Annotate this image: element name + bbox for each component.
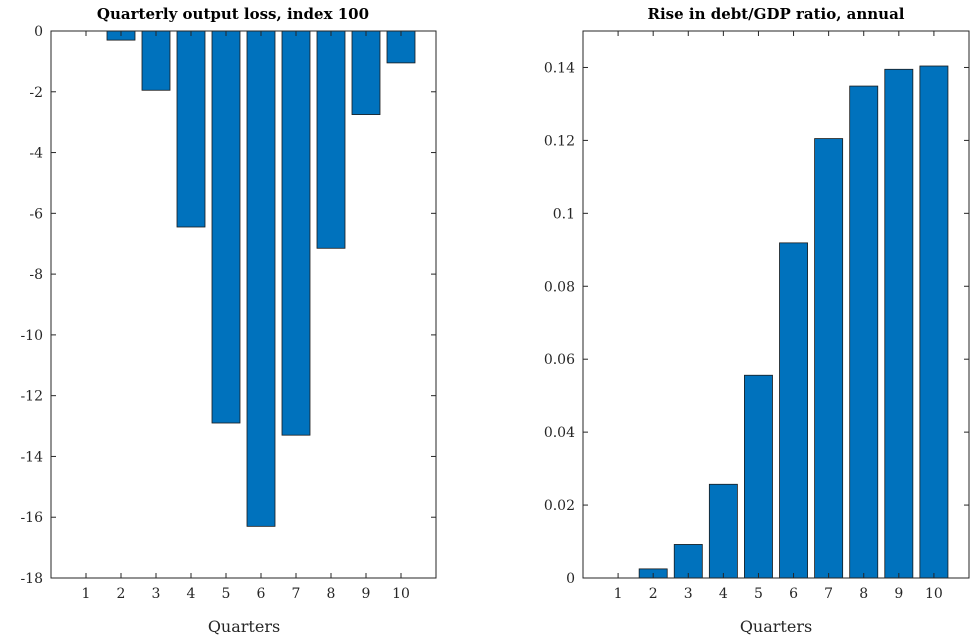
x-axis-label: Quarters xyxy=(208,617,280,636)
x-tick-label: 10 xyxy=(392,586,410,602)
bar-8 xyxy=(849,85,879,579)
bar-7 xyxy=(814,138,844,579)
x-tick-label: 10 xyxy=(925,586,943,602)
y-tick-label: -10 xyxy=(20,328,43,344)
y-tick-label: -2 xyxy=(29,85,43,101)
output-loss-chart: Quarterly output loss, index 100 Quarter… xyxy=(20,5,437,636)
y-tick-label: 0 xyxy=(566,571,575,587)
x-tick-label: 9 xyxy=(362,586,371,602)
bar-6 xyxy=(246,30,276,527)
bar-9 xyxy=(351,30,381,115)
y-tick-label: 0.12 xyxy=(544,133,575,149)
bar-5 xyxy=(744,374,773,579)
x-axis-label: Quarters xyxy=(740,617,812,636)
axes-box xyxy=(50,30,437,579)
bar-10 xyxy=(919,65,949,579)
y-tick-label: -18 xyxy=(20,571,43,587)
y-tick-label: -14 xyxy=(20,449,43,465)
x-tick-label: 8 xyxy=(859,586,868,602)
y-tick-label: 0.04 xyxy=(544,425,575,441)
bar-8 xyxy=(316,30,346,249)
y-tick-label: -8 xyxy=(29,267,43,283)
x-tick-label: 6 xyxy=(257,586,266,602)
y-tick-label: -16 xyxy=(20,510,43,526)
bar-9 xyxy=(884,68,914,579)
x-tick-label: 3 xyxy=(152,586,161,602)
y-tick-label: 0 xyxy=(34,24,43,40)
bar-3 xyxy=(141,30,171,91)
bar-4 xyxy=(176,30,206,228)
y-tick-label: 0.14 xyxy=(544,60,575,76)
chart-title: Quarterly output loss, index 100 xyxy=(97,5,369,23)
x-tick-label: 1 xyxy=(614,586,623,602)
x-tick-label: 7 xyxy=(824,586,833,602)
y-tick-label: 0.06 xyxy=(544,352,575,368)
x-tick-label: 4 xyxy=(719,586,728,602)
chart-title: Rise in debt/GDP ratio, annual xyxy=(648,5,905,23)
y-tick-label: 0.02 xyxy=(544,498,575,514)
bar-3 xyxy=(673,544,703,579)
x-tick-label: 3 xyxy=(684,586,693,602)
axes-box xyxy=(582,30,970,579)
x-tick-label: 7 xyxy=(292,586,301,602)
x-tick-label: 2 xyxy=(649,586,658,602)
y-tick-label: -6 xyxy=(29,206,43,222)
bar-6 xyxy=(779,242,808,579)
y-tick-label: 0.08 xyxy=(544,279,575,295)
x-tick-label: 8 xyxy=(327,586,336,602)
x-tick-label: 5 xyxy=(222,586,231,602)
x-tick-label: 1 xyxy=(82,586,91,602)
y-tick-label: 0.1 xyxy=(553,206,575,222)
x-tick-label: 9 xyxy=(894,586,903,602)
x-tick-label: 2 xyxy=(117,586,126,602)
bar-5 xyxy=(211,30,241,424)
y-tick-label: -4 xyxy=(29,146,43,162)
y-tick-label: -12 xyxy=(20,389,43,405)
bar-7 xyxy=(281,30,311,436)
x-tick-label: 6 xyxy=(789,586,798,602)
x-tick-label: 4 xyxy=(187,586,196,602)
x-tick-label: 5 xyxy=(754,586,763,602)
debt-gdp-chart: Rise in debt/GDP ratio, annual Quarters … xyxy=(544,5,970,636)
bar-4 xyxy=(708,483,738,579)
